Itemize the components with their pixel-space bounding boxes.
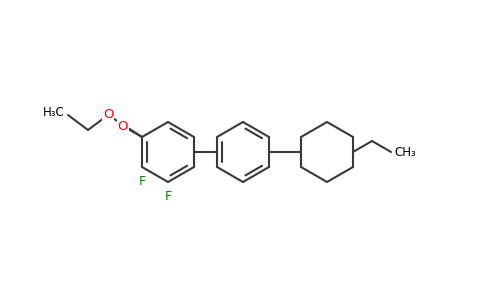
Text: O: O	[118, 119, 128, 133]
Text: H₃C: H₃C	[43, 106, 65, 118]
Text: O: O	[103, 109, 113, 122]
Text: F: F	[138, 175, 146, 188]
Text: CH₃: CH₃	[394, 146, 416, 158]
Text: F: F	[165, 190, 171, 203]
